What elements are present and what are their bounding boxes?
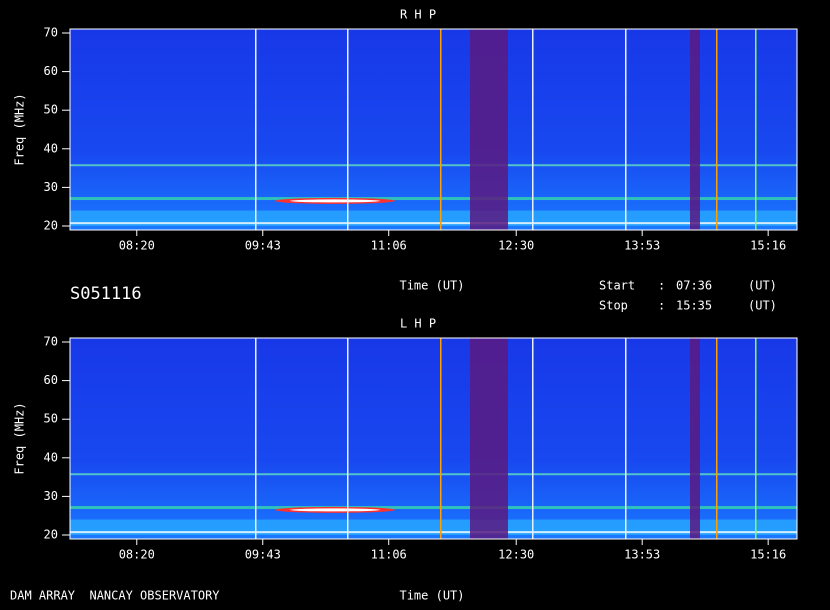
x-tick-label: 09:43 — [245, 239, 281, 253]
y-tick-label: 60 — [44, 373, 58, 387]
x-tick-label: 08:20 — [119, 239, 155, 253]
plot-frame — [69, 337, 798, 540]
spike — [440, 29, 442, 230]
x-tick-label: 13:53 — [624, 239, 660, 253]
y-tick-label: 70 — [44, 26, 58, 40]
y-tick-label: 50 — [44, 103, 58, 117]
y-tick-label: 40 — [44, 450, 58, 464]
stop-unit: (UT) — [748, 299, 777, 313]
y-tick-label: 30 — [44, 180, 58, 194]
x-tick-label: 15:16 — [750, 548, 786, 562]
stop-sep: : — [658, 299, 665, 313]
y-tick-label: 30 — [44, 489, 58, 503]
spike — [255, 338, 257, 539]
date-code: S051116 — [70, 284, 142, 304]
spike — [755, 338, 757, 539]
y-tick-label: 50 — [44, 412, 58, 426]
burst-core — [290, 508, 380, 512]
x-tick-label: 08:20 — [119, 548, 155, 562]
panel-title: L H P — [400, 317, 436, 331]
observatory: DAM ARRAY NANCAY OBSERVATORY — [10, 589, 220, 603]
spike — [625, 338, 627, 539]
band-27 — [70, 506, 797, 510]
spike — [532, 29, 534, 230]
low-edge — [70, 531, 797, 534]
spike — [716, 338, 718, 539]
start-time: 07:36 — [676, 279, 712, 293]
x-axis-label: Time (UT) — [399, 279, 464, 293]
band-35 — [70, 164, 797, 167]
spike — [532, 338, 534, 539]
spike — [255, 29, 257, 230]
x-tick-label: 11:06 — [371, 548, 407, 562]
start-unit: (UT) — [748, 279, 777, 293]
plot-frame — [69, 28, 798, 231]
panel-title: R H P — [400, 8, 436, 22]
spike — [755, 29, 757, 230]
burst-core — [290, 199, 380, 203]
y-axis-label: Freq (MHz) — [13, 93, 27, 165]
interference — [470, 338, 508, 539]
x-tick-label: 09:43 — [245, 548, 281, 562]
interference — [470, 29, 508, 230]
y-tick-label: 20 — [44, 219, 58, 233]
x-tick-label: 12:30 — [498, 548, 534, 562]
band-35 — [70, 473, 797, 476]
x-tick-label: 11:06 — [371, 239, 407, 253]
low-edge — [70, 222, 797, 225]
stop-time: 15:35 — [676, 299, 712, 313]
spectrogram-image — [70, 338, 797, 539]
y-tick-label: 40 — [44, 141, 58, 155]
y-axis-label: Freq (MHz) — [13, 402, 27, 474]
start-label: Start — [599, 279, 635, 293]
spike — [440, 338, 442, 539]
stop-label: Stop — [599, 299, 628, 313]
interference — [690, 338, 700, 539]
start-sep: : — [658, 279, 665, 293]
interference — [690, 29, 700, 230]
spectrogram-image — [70, 29, 797, 230]
spike — [347, 338, 349, 539]
spike — [625, 29, 627, 230]
band-27 — [70, 197, 797, 201]
y-tick-label: 20 — [44, 528, 58, 542]
x-tick-label: 12:30 — [498, 239, 534, 253]
spike — [347, 29, 349, 230]
x-tick-label: 13:53 — [624, 548, 660, 562]
x-axis-label: Time (UT) — [399, 589, 464, 603]
y-tick-label: 70 — [44, 335, 58, 349]
x-tick-label: 15:16 — [750, 239, 786, 253]
spike — [716, 29, 718, 230]
y-tick-label: 60 — [44, 64, 58, 78]
